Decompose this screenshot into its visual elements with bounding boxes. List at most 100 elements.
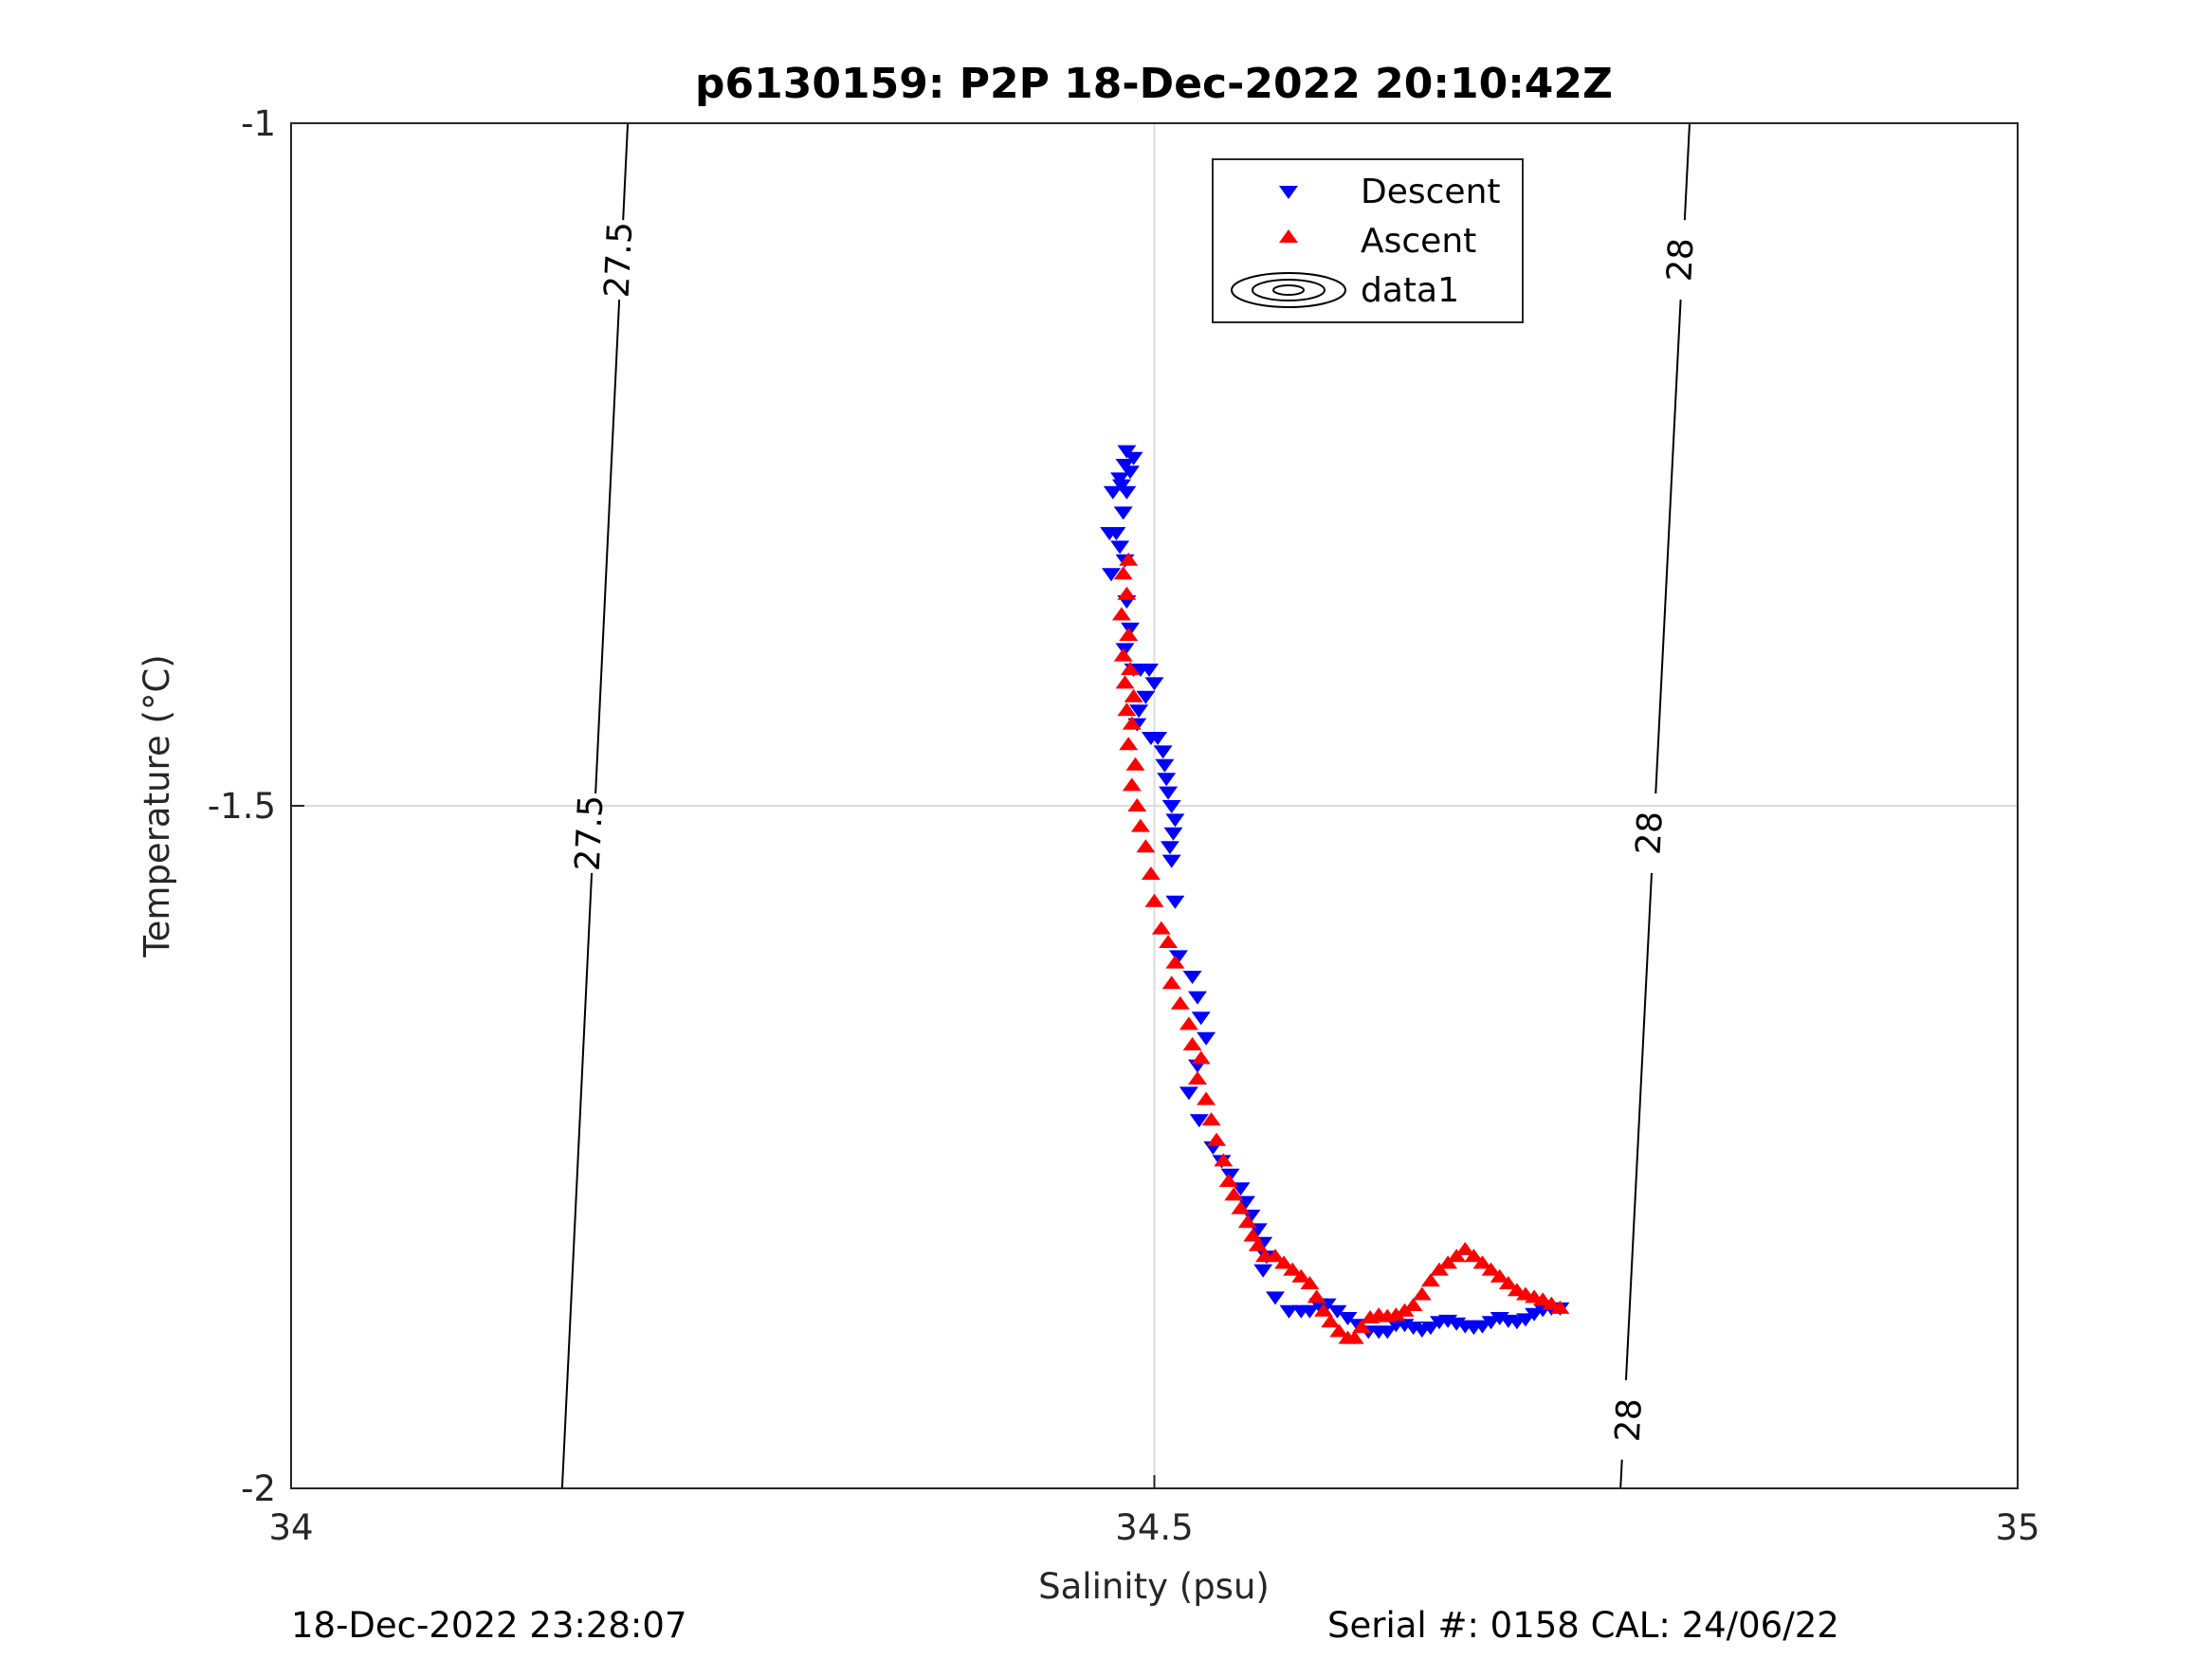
descent-point — [1220, 1168, 1240, 1182]
ascent-point — [1119, 552, 1139, 566]
ascent-point — [1197, 1091, 1216, 1105]
descent-point — [1103, 485, 1123, 500]
contour-line-1 — [1654, 299, 1682, 794]
descent-point — [1100, 527, 1120, 540]
x-tick-label: 35 — [1995, 1507, 2039, 1548]
descent-point — [1136, 690, 1156, 704]
ascent-point — [1179, 1016, 1198, 1030]
ascent-point — [1113, 566, 1133, 580]
ascent-point — [1159, 935, 1179, 948]
y-tick-label: -1 — [241, 103, 276, 144]
contour-label: 27.5 — [569, 794, 612, 872]
contour-label: 28 — [1629, 811, 1670, 856]
ascent-point — [1464, 1249, 1484, 1263]
descent-point — [1189, 1114, 1209, 1128]
ascent-point — [1248, 1237, 1268, 1251]
y-axis-label: Temperature (°C) — [137, 654, 177, 957]
ascent-point — [1403, 1298, 1423, 1311]
descent-point — [1165, 895, 1185, 909]
ascent-point — [1291, 1268, 1311, 1283]
ascent-point — [1117, 586, 1137, 600]
contour-label: 27.5 — [598, 221, 641, 299]
descent-point — [1169, 950, 1188, 964]
y-tick-label: -2 — [241, 1468, 276, 1509]
data-markers — [1100, 445, 1570, 1344]
descent-point — [1378, 1325, 1398, 1340]
descent-point — [1117, 445, 1137, 459]
footer-timestamp: 18-Dec-2022 23:28:07 — [291, 1605, 686, 1646]
ascent-point — [1321, 1314, 1341, 1328]
descent-point — [1182, 971, 1202, 984]
descent-point — [1148, 732, 1168, 745]
descent-point — [1155, 758, 1175, 773]
ascent-point — [1438, 1255, 1458, 1269]
ascent-point — [1314, 1303, 1333, 1317]
ascent-point — [1307, 1289, 1326, 1304]
ascent-point — [1243, 1228, 1263, 1242]
ascent-point — [1117, 702, 1137, 717]
descent-point — [1279, 1304, 1299, 1319]
legend-box — [1212, 158, 1524, 323]
contour-line-1 — [1624, 872, 1653, 1380]
contour-line-0 — [560, 872, 594, 1489]
ascent-point — [1481, 1262, 1501, 1276]
ascent-point — [1300, 1276, 1320, 1289]
descent-point — [1159, 786, 1179, 800]
descent-point — [1115, 459, 1135, 472]
descent-point — [1110, 540, 1130, 555]
ascent-point — [1498, 1276, 1518, 1289]
ascent-point — [1386, 1307, 1406, 1322]
descent-point — [1113, 506, 1133, 520]
descent-point — [1121, 622, 1140, 636]
ascent-point — [1490, 1268, 1509, 1283]
ascent-point — [1161, 975, 1181, 990]
descent-point — [1160, 841, 1179, 855]
descent-point — [1161, 854, 1181, 868]
x-tick-label: 34 — [268, 1507, 313, 1548]
descent-point — [1110, 472, 1130, 486]
ascent-point — [1455, 1242, 1475, 1255]
legend-contour-marker — [1231, 272, 1346, 308]
legend-contour-label: data1 — [1361, 271, 1459, 310]
ascent-point — [1170, 995, 1190, 1010]
ascent-point — [1127, 798, 1147, 811]
ascent-point — [1274, 1255, 1294, 1269]
chart-title: p6130159: P2P 18-Dec-2022 20:10:42Z — [695, 60, 1613, 108]
ascent-point — [1218, 1174, 1238, 1187]
descent-point — [1124, 451, 1143, 465]
descent-point — [1157, 773, 1177, 787]
legend-ascent-label: Ascent — [1361, 222, 1476, 261]
descent-point — [1188, 991, 1207, 1005]
ascent-point — [1214, 1153, 1234, 1167]
density-contours: 27.5 27.5 28 28 28 — [560, 122, 1702, 1489]
descent-point — [1144, 677, 1164, 691]
ascent-point — [1283, 1262, 1303, 1276]
ascent-point — [1237, 1214, 1257, 1229]
contour-line-0 — [622, 122, 630, 221]
ascent-point — [1141, 866, 1161, 880]
descent-point — [1191, 1012, 1211, 1026]
y-tick-label: -1.5 — [208, 786, 276, 827]
descent-point — [1253, 1264, 1273, 1278]
contour-line-1 — [1683, 122, 1691, 221]
descent-point — [1516, 1313, 1535, 1327]
ascent-point — [1430, 1262, 1449, 1276]
descent-point — [1165, 813, 1185, 828]
descent-point — [1111, 479, 1131, 493]
ascent-point — [1151, 921, 1171, 935]
ascent-point — [1144, 893, 1164, 907]
descent-point — [1117, 485, 1137, 500]
ascent-point — [1165, 955, 1185, 969]
ascent-point — [1124, 688, 1143, 702]
descent-point — [1115, 643, 1135, 657]
legend-ascent-marker — [1279, 229, 1298, 243]
ascent-point — [1550, 1300, 1570, 1314]
ascent-point — [1182, 1037, 1202, 1050]
contour-line-0 — [594, 300, 621, 794]
descent-point — [1102, 568, 1121, 582]
descent-point — [1153, 745, 1173, 759]
ascent-point — [1472, 1255, 1492, 1269]
ascent-point — [1191, 1050, 1211, 1065]
grid — [291, 123, 2018, 1488]
